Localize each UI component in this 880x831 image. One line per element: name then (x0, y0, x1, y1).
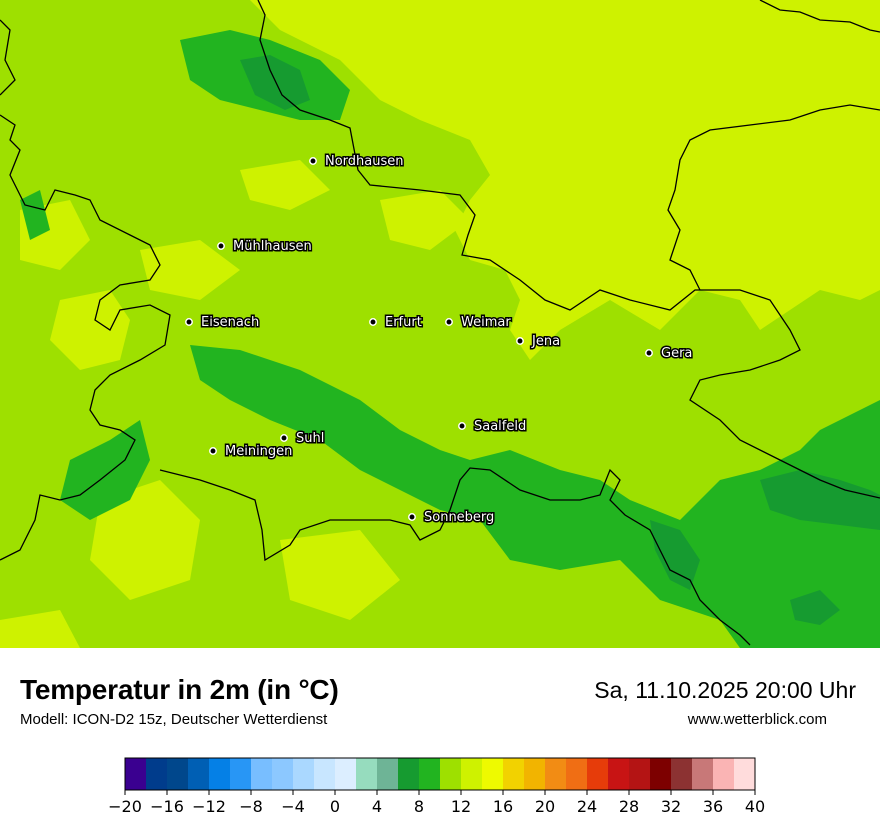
colorbar-swatch (440, 758, 462, 790)
city-weimar: Weimar (445, 314, 513, 332)
city-dot (309, 157, 317, 165)
colorbar-swatch (608, 758, 630, 790)
colorbar-swatch (398, 758, 420, 790)
colorbar-tick-label: −4 (281, 797, 305, 816)
city-label: Sonneberg (424, 510, 494, 525)
colorbar-swatch (125, 758, 147, 790)
city-label: Erfurt (385, 315, 422, 330)
colorbar-swatch (419, 758, 441, 790)
city-label: Gera (661, 346, 692, 361)
colorbar-swatch (335, 758, 357, 790)
colorbar-tick-label: 28 (619, 797, 639, 816)
city-meiningen: Meiningen (209, 443, 294, 461)
temp-zone-10 (20, 30, 880, 648)
city-dot (408, 513, 416, 521)
colorbar-swatch (461, 758, 483, 790)
map-title: Temperatur in 2m (in °C) (20, 674, 339, 705)
city-gera: Gera (645, 345, 694, 363)
colorbar-swatch (209, 758, 231, 790)
colorbar-swatch (713, 758, 735, 790)
colorbar-frame (124, 757, 756, 791)
colorbar-tick-label: 4 (372, 797, 382, 816)
colorbar-tick-label: 32 (661, 797, 681, 816)
colorbar-swatch (692, 758, 714, 790)
colorbar-tick-label: 36 (703, 797, 723, 816)
city-erfurt: Erfurt (369, 314, 423, 332)
colorbar-tick-label: −8 (239, 797, 263, 816)
colorbar-tick-label: 20 (535, 797, 555, 816)
city-label: Eisenach (201, 315, 259, 330)
colorbar-swatch (524, 758, 546, 790)
city-nordhausen: Nordhausen (309, 153, 405, 171)
colorbar-swatch (188, 758, 210, 790)
city-eisenach: Eisenach (185, 314, 261, 332)
colorbar-swatch (272, 758, 294, 790)
city-dot (280, 434, 288, 442)
colorbar-swatch (587, 758, 609, 790)
city-label: Meiningen (225, 444, 292, 459)
colorbar-swatch (377, 758, 399, 790)
colorbar-swatch (146, 758, 168, 790)
city-dot (458, 422, 466, 430)
colorbar-tick-label: 16 (493, 797, 513, 816)
city-label: Mühlhausen (233, 239, 312, 254)
colorbar-swatch (671, 758, 693, 790)
colorbar-tick-label: −20 (108, 797, 142, 816)
city-label: Saalfeld (474, 419, 526, 434)
city-suhl: Suhl (280, 430, 326, 448)
city-dot (369, 318, 377, 326)
city-saalfeld: Saalfeld (458, 418, 528, 436)
colorbar-tick-label: −12 (192, 797, 226, 816)
city-label: Nordhausen (325, 154, 404, 169)
colorbar-swatch (734, 758, 756, 790)
city-mühlhausen: Mühlhausen (217, 238, 313, 256)
colorbar-swatch (293, 758, 315, 790)
map-canvas: Nordhausen Mühlhausen Eisenach Erfurt Weimar… (0, 0, 880, 648)
temperature-colorbar: −20 −16 −12 −8 −4 0 4 8 12 16 20 24 28 32 36 40 (0, 756, 880, 826)
model-info: Modell: ICON-D2 15z, Deutscher Wetterdie… (20, 711, 328, 728)
site-url: www.wetterblick.com (687, 711, 827, 728)
city-dot (445, 318, 453, 326)
state-borders (0, 0, 880, 646)
city-dot (217, 242, 225, 250)
city-label: Suhl (296, 431, 324, 446)
colorbar-tick-label: −16 (150, 797, 184, 816)
map-footer: Temperatur in 2m (in °C) Modell: ICON-D2… (0, 648, 880, 830)
colorbar-swatch (314, 758, 336, 790)
colorbar-svg: −20 −16 −12 −8 −4 0 4 8 12 16 20 24 28 32 36 40 (108, 757, 765, 816)
city-dot (516, 337, 524, 345)
city-dot (185, 318, 193, 326)
colorbar-swatch (167, 758, 189, 790)
colorbar-tick-label: 0 (330, 797, 340, 816)
colorbar-swatch (629, 758, 651, 790)
colorbar-swatch (251, 758, 273, 790)
city-label: Jena (531, 334, 560, 349)
city-sonneberg: Sonneberg (408, 509, 496, 527)
colorbar-swatch (650, 758, 672, 790)
colorbar-swatch (545, 758, 567, 790)
colorbar-swatch (503, 758, 525, 790)
city-markers: Nordhausen Mühlhausen Eisenach Erfurt Weimar… (185, 153, 694, 527)
city-label: Weimar (461, 315, 511, 330)
temperature-map: Nordhausen Mühlhausen Eisenach Erfurt Weimar… (0, 0, 880, 648)
city-dot (645, 349, 653, 357)
forecast-datetime: Sa, 11.10.2025 20:00 Uhr (594, 677, 856, 703)
colorbar-swatch (482, 758, 504, 790)
temp-zone-14 (0, 160, 470, 648)
colorbar-tick-label: 24 (577, 797, 597, 816)
colorbar-tick-label: 12 (451, 797, 471, 816)
colorbar-tick-label: 40 (745, 797, 765, 816)
colorbar-swatch (230, 758, 252, 790)
colorbar-swatch (356, 758, 378, 790)
city-jena: Jena (516, 333, 562, 351)
colorbar-tick-label: 8 (414, 797, 424, 816)
city-dot (209, 447, 217, 455)
colorbar-swatch (566, 758, 588, 790)
